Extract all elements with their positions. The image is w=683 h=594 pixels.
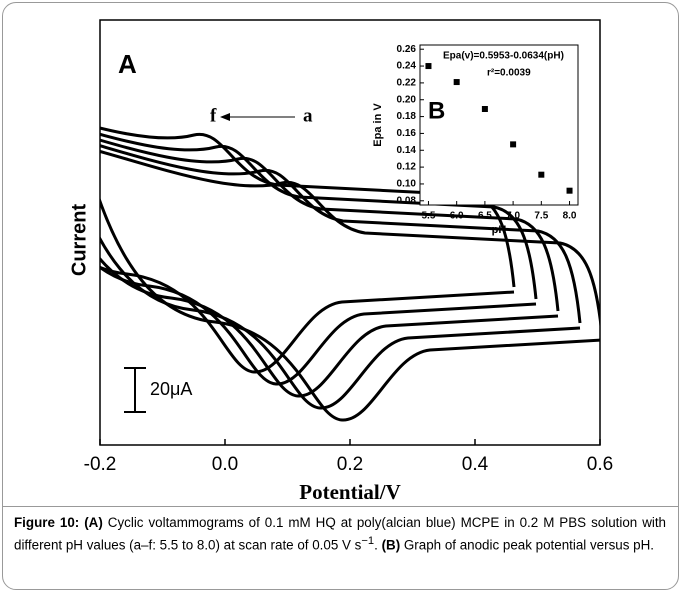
point — [566, 187, 573, 194]
x-tick-label: 0.6 — [587, 454, 613, 475]
inset-x-label: pH — [492, 224, 507, 236]
inset-x-tick-label: 5.5 — [422, 211, 436, 222]
inset-x-tick-label: 7.5 — [534, 211, 548, 222]
annotation: a — [303, 105, 313, 126]
x-tick-label: -0.2 — [84, 454, 117, 475]
inset-y-tick-label: 0.22 — [397, 78, 417, 89]
inset-y-tick-label: 0.24 — [397, 61, 417, 72]
inset-y-tick-label: 0.20 — [397, 94, 417, 105]
caption-part: (B) — [381, 537, 401, 553]
inset-x-tick-label: 7.0 — [506, 211, 520, 222]
inset-y-tick-label: 0.10 — [397, 179, 417, 190]
inset-y-tick-label: 0.26 — [397, 44, 417, 55]
scale-bar — [124, 367, 146, 413]
arrow-head — [220, 113, 230, 121]
inset-y-tick-label: 0.08 — [397, 195, 417, 206]
inset-y-tick-label: 0.18 — [397, 111, 417, 122]
y-axis-label: Current — [68, 204, 90, 277]
inset-x-tick-label: 6.5 — [478, 211, 492, 222]
point — [510, 141, 517, 148]
superscript: −1 — [361, 535, 375, 547]
inset-y-label: Epa in V — [372, 103, 384, 147]
caption: Figure 10: (A) Cyclic voltammograms of 0… — [14, 514, 666, 554]
inset-x-tick-label: 8.0 — [563, 211, 577, 222]
inset-y-tick-label: 0.12 — [397, 162, 417, 173]
figure: A f a 20μA Current Potential/V B Epa(v)=… — [68, 19, 613, 504]
inset-y-tick-label: 0.14 — [397, 145, 417, 156]
x-tick-label: 0.2 — [337, 454, 363, 475]
annotation: f — [210, 105, 217, 126]
panel-label: B — [428, 97, 445, 124]
x-tick-label: 0.0 — [212, 454, 238, 475]
panel-label: A — [118, 49, 137, 79]
caption-part: (A) — [79, 515, 103, 530]
inset-y-tick-label: 0.16 — [397, 128, 417, 139]
caption-text: . — [374, 537, 382, 553]
point — [481, 106, 488, 112]
separator — [2, 506, 679, 507]
inset-x-tick-label: 6.0 — [450, 211, 464, 222]
point — [453, 79, 460, 86]
voltammograms — [100, 100, 600, 422]
equation: Epa(v)=0.5953-0.0634(pH) — [443, 51, 564, 62]
caption-text: Cyclic voltammograms of 0.1 mM HQ at pol… — [14, 515, 667, 553]
x-tick-label: 0.4 — [462, 454, 489, 475]
caption-text: Graph of anodic peak potential versus pH… — [400, 537, 654, 553]
figure-label: Figure 10: — [14, 515, 80, 530]
point — [538, 171, 545, 178]
r-squared: r²=0.0039 — [487, 68, 531, 79]
scale-bar-label: 20μA — [150, 379, 192, 399]
x-axis-label: Potential/V — [299, 480, 400, 504]
point — [425, 63, 432, 70]
inset-frame — [419, 44, 579, 206]
